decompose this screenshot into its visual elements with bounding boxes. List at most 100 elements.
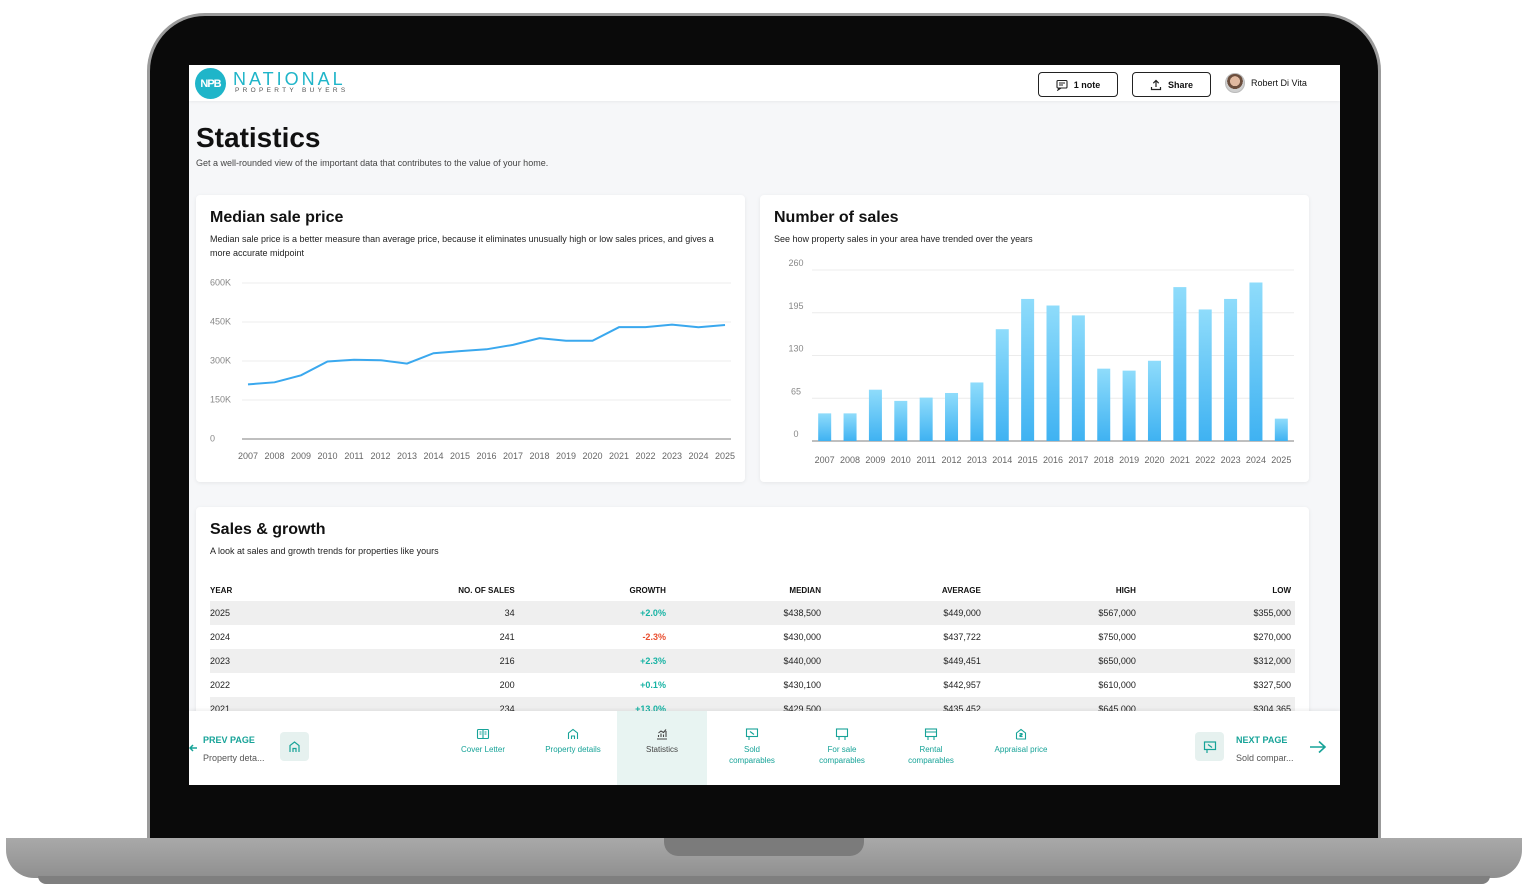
bar <box>1249 282 1263 441</box>
next-page-name[interactable]: Sold compar... <box>1236 753 1294 763</box>
bar <box>1122 370 1136 441</box>
laptop-base-shadow <box>38 876 1490 884</box>
x-tick-label: 2008 <box>840 455 860 465</box>
table-cell: $270,000 <box>1253 632 1291 642</box>
y-tick-label: 300K <box>210 355 231 365</box>
x-tick-label: 2013 <box>397 451 417 461</box>
growth-card-subtitle: A look at sales and growth trends for pr… <box>210 546 439 556</box>
x-tick-label: 2010 <box>891 455 911 465</box>
table-cell: $449,451 <box>943 656 981 666</box>
logo-badge[interactable]: NPB <box>195 68 226 99</box>
nav-item-property-details[interactable]: Property details <box>528 711 618 785</box>
table-row: 2022 200 +0.1% $430,100 $442,957 $610,000 $327… <box>210 673 1295 697</box>
table-cell: $440,000 <box>783 656 821 666</box>
bar <box>843 413 857 441</box>
column-header: AVERAGE <box>941 585 981 595</box>
x-tick-label: 2019 <box>1119 455 1139 465</box>
y-tick-label: 600K <box>210 277 231 287</box>
table-cell: $430,100 <box>783 680 821 690</box>
nav-item-for-sale-comparables[interactable]: For sale comparables <box>797 711 887 785</box>
median-price-line <box>247 323 726 386</box>
bar <box>1071 315 1085 441</box>
table-cell: $435,452 <box>943 704 981 714</box>
bar <box>1097 368 1111 441</box>
column-header: GROWTH <box>629 585 666 595</box>
arrow-left-icon[interactable] <box>189 741 197 755</box>
y-tick-label: 195 <box>788 301 803 311</box>
nav-item-label: For sale comparables <box>819 745 865 765</box>
laptop-notch <box>664 838 864 856</box>
bar <box>894 400 908 441</box>
x-tick-label: 2025 <box>715 451 735 461</box>
x-tick-label: 2008 <box>264 451 284 461</box>
sales-growth-card: Sales & growth A look at sales and growt… <box>196 507 1309 737</box>
prev-page-label[interactable]: PREV PAGE <box>203 735 255 745</box>
bar <box>995 329 1009 441</box>
chart-icon <box>657 729 667 740</box>
notes-button[interactable]: 1 note <box>1038 72 1118 97</box>
table-cell: +13.0% <box>635 704 666 714</box>
next-page-button[interactable] <box>1195 732 1224 761</box>
x-tick-label: 2017 <box>1068 455 1088 465</box>
user-name: Robert Di Vita <box>1251 78 1307 88</box>
growth-card-title: Sales & growth <box>210 521 326 538</box>
logo-tagline: PROPERTY BUYERS <box>235 87 349 94</box>
table-cell: +0.1% <box>640 680 666 690</box>
nav-item-sold-comparables[interactable]: Sold comparables <box>707 711 797 785</box>
x-tick-label: 2014 <box>423 451 443 461</box>
nav-item-label: Appraisal price <box>994 745 1048 754</box>
y-tick-label: 260 <box>788 258 803 268</box>
table-cell: +2.3% <box>640 656 666 666</box>
x-tick-label: 2009 <box>865 455 885 465</box>
bar <box>1046 305 1060 441</box>
next-page-label[interactable]: NEXT PAGE <box>1236 735 1288 745</box>
nav-item-statistics[interactable]: Statistics <box>617 711 707 785</box>
nav-item-rental-comparables[interactable]: Rental comparables <box>886 711 976 785</box>
notes-button-label: 1 note <box>1073 79 1101 90</box>
x-tick-label: 2022 <box>635 451 655 461</box>
house-icon <box>567 728 579 739</box>
arrow-right-icon[interactable] <box>1309 739 1327 755</box>
table-cell: $449,000 <box>943 608 981 618</box>
y-tick-label: 0 <box>793 429 798 439</box>
table-cell: 2024 <box>210 632 231 642</box>
bar <box>1224 298 1238 441</box>
table-cell: $750,000 <box>1098 632 1136 642</box>
table-cell: 2021 <box>210 704 231 714</box>
y-tick-label: 130 <box>788 344 803 354</box>
bar <box>1274 418 1288 441</box>
table-cell: -2.3% <box>642 632 666 642</box>
prev-page-button[interactable] <box>280 732 309 761</box>
x-tick-label: 2007 <box>238 451 258 461</box>
x-tick-label: 2021 <box>609 451 629 461</box>
sales-card-title: Number of sales <box>774 209 899 226</box>
x-tick-label: 2016 <box>1043 455 1063 465</box>
bar <box>945 392 959 441</box>
x-tick-label: 2024 <box>1246 455 1266 465</box>
prev-page-name[interactable]: Property deta... <box>203 753 265 763</box>
table-cell: $442,957 <box>943 680 981 690</box>
sales-growth-table: YEAR NO. OF SALES GROWTH MEDIAN AVERAGE HIGH L… <box>210 579 1295 721</box>
book-icon <box>476 728 490 740</box>
table-cell: $327,500 <box>1253 680 1291 690</box>
table-row: 2024 241 -2.3% $430,000 $437,722 $750,000 $270… <box>210 625 1295 649</box>
y-tick-label: 150K <box>210 394 231 404</box>
x-tick-label: 2018 <box>1094 455 1114 465</box>
user-menu[interactable]: Robert Di Vita <box>1225 73 1307 93</box>
nav-item-cover-letter[interactable]: Cover Letter <box>438 711 528 785</box>
page-title: Statistics <box>196 122 321 153</box>
median-price-chart: 0 150K 300K 450K 600K 2007 2008 2009 2010 2011 201… <box>210 277 735 461</box>
sales-card-subtitle: See how property sales in your area have… <box>774 234 1033 244</box>
share-button[interactable]: Share <box>1132 72 1211 97</box>
nav-item-label: Property details <box>545 745 601 754</box>
logo-name: NATIONAL <box>233 69 346 89</box>
nav-item-label: Cover Letter <box>460 745 506 754</box>
nav-item-appraisal-price[interactable]: Appraisal price <box>976 711 1066 785</box>
nav-item-label: Rental comparables <box>908 745 954 765</box>
note-icon <box>1056 79 1068 91</box>
x-tick-label: 2012 <box>942 455 962 465</box>
table-cell: $645,000 <box>1098 704 1136 714</box>
table-row: 2025 34 +2.0% $438,500 $449,000 $567,000 $355,… <box>210 601 1295 625</box>
median-card-subtitle: Median sale price is a better measure th… <box>210 234 714 258</box>
column-header: NO. OF SALES <box>458 585 515 595</box>
